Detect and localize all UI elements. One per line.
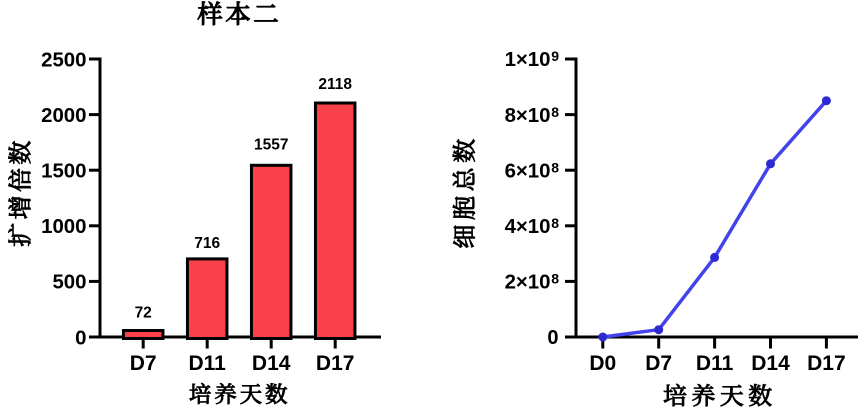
svg-text:4×10: 4×10 [505,216,551,238]
svg-text:6×10: 6×10 [505,160,551,182]
svg-text:0: 0 [547,327,558,349]
svg-text:8: 8 [551,271,559,287]
svg-text:2×10: 2×10 [505,272,551,294]
svg-text:500: 500 [52,272,86,294]
svg-text:2500: 2500 [41,49,86,71]
svg-text:8: 8 [551,159,559,175]
svg-text:D0: D0 [589,352,616,375]
svg-text:2118: 2118 [318,76,352,93]
svg-text:1500: 1500 [41,161,86,183]
svg-text:D7: D7 [645,352,672,375]
svg-text:D17: D17 [316,352,355,375]
svg-text:1000: 1000 [41,216,86,238]
svg-text:D14: D14 [751,352,790,375]
svg-text:D11: D11 [189,352,227,375]
svg-text:9: 9 [551,48,559,64]
svg-text:716: 716 [194,235,220,252]
svg-text:D17: D17 [807,352,846,375]
svg-text:D7: D7 [130,352,157,375]
svg-text:8: 8 [551,215,559,231]
svg-text:0: 0 [75,327,86,349]
svg-text:1557: 1557 [254,137,288,154]
svg-text:72: 72 [135,304,152,321]
svg-text:2000: 2000 [41,105,86,127]
svg-text:8: 8 [551,104,559,120]
svg-text:D14: D14 [252,352,291,375]
svg-text:8×10: 8×10 [505,105,551,127]
svg-text:D11: D11 [696,352,734,375]
svg-text:1×10: 1×10 [505,49,551,71]
